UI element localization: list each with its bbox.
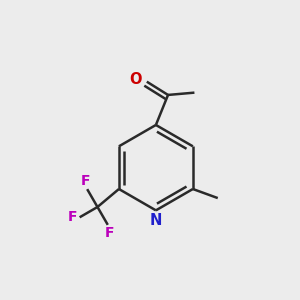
Text: F: F bbox=[104, 226, 114, 240]
Text: N: N bbox=[150, 213, 162, 228]
Text: O: O bbox=[129, 72, 142, 87]
Text: F: F bbox=[81, 174, 91, 188]
Text: F: F bbox=[68, 210, 77, 224]
